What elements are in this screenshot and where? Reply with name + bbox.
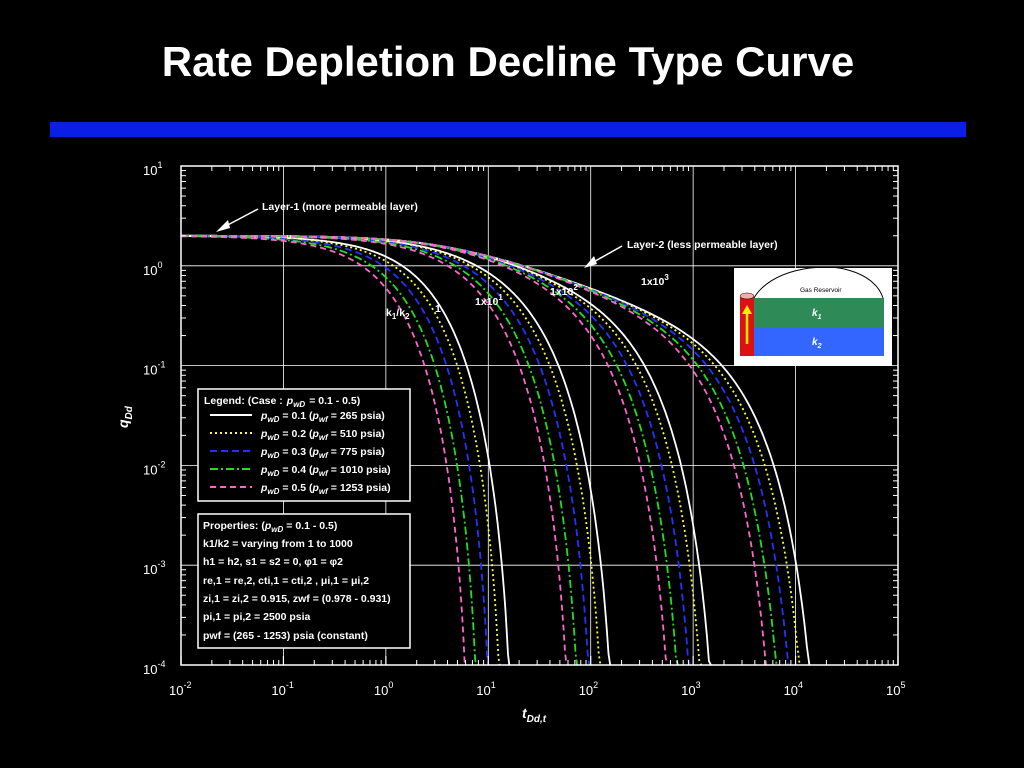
x-axis-title: tDd,t: [522, 705, 547, 725]
family-label-1: 1: [435, 303, 441, 315]
layer2-annotation: Layer-2 (less permeable layer): [584, 239, 778, 268]
legend-entry: pwD = 0.1 (pwf = 265 psia): [260, 410, 385, 424]
curves: [181, 234, 811, 666]
y-tick-label: 10-2: [143, 459, 165, 477]
inset-layer-1: [754, 298, 884, 328]
layer1-annotation: Layer-1 (more permeable layer): [216, 201, 418, 232]
property-line-4: zi,1 = zi,2 = 0.915, zwf = (0.978 - 0.93…: [203, 593, 391, 605]
legend-entry: pwD = 0.3 (pwf = 775 psia): [260, 446, 385, 460]
svg-text:Layer-2 (less permeable layer): Layer-2 (less permeable layer): [627, 239, 778, 251]
reservoir-inset: Gas Reservoir k1 k2: [734, 266, 892, 366]
legend-entry: pwD = 0.2 (pwf = 510 psia): [260, 428, 385, 442]
family-label-100: 1x102: [550, 283, 578, 298]
legend-entries: pwD = 0.1 (pwf = 265 psia) pwD = 0.2 (pwf = 5…: [210, 410, 391, 496]
x-tick-label: 100: [374, 680, 393, 698]
legend: Legend: (Case : pwD = 0.1 - 0.5) pwD = 0.1 …: [197, 388, 411, 502]
property-line-2: h1 = h2, s1 = s2 = 0, φ1 = φ2: [203, 556, 343, 568]
y-tick-label: 100: [143, 260, 162, 278]
legend-entry: pwD = 0.4 (pwf = 1010 psia): [260, 464, 391, 478]
x-tick-label: 104: [784, 680, 803, 698]
curve-family-3-series-4: [181, 234, 767, 666]
property-line-1: k1/k2 = varying from 1 to 1000: [203, 538, 353, 550]
x-tick-label: 103: [681, 680, 700, 698]
y-tick-label: 101: [143, 160, 162, 178]
inset-layer-2: [754, 328, 884, 356]
property-line-3: re,1 = re,2, cti,1 = cti,2 , μi,1 = μi,2: [203, 575, 369, 587]
y-tick-label: 10-4: [143, 659, 165, 677]
x-tick-label: 102: [579, 680, 598, 698]
properties-header: Properties: (pwD = 0.1 - 0.5): [203, 520, 337, 534]
slide-title: Rate Depletion Decline Type Curve: [161, 38, 855, 85]
property-line-5: pi,1 = pi,2 = 2500 psia: [203, 611, 311, 623]
axis-ticks: [180, 166, 899, 665]
curve-family-0-series-3: [181, 235, 478, 666]
family-labels: k1/k2 1 1x101 1x102 1x103: [386, 273, 669, 321]
family-label-1000: 1x103: [641, 273, 669, 288]
inset-label-k2: k2: [812, 337, 822, 350]
legend-entry: pwD = 0.5 (pwf = 1253 psia): [260, 482, 391, 496]
title-accent-bar: [50, 122, 966, 137]
curve-family-0-series-1: [181, 235, 501, 666]
x-tick-label: 10-2: [169, 680, 191, 698]
inset-label-k1: k1: [812, 308, 822, 321]
family-label-10: 1x101: [475, 293, 503, 308]
y-tick-label: 10-3: [143, 559, 165, 577]
svg-text:Layer-1 (more permeable layer): Layer-1 (more permeable layer): [262, 201, 418, 213]
x-tick-label: 10-1: [271, 680, 293, 698]
tick-labels: 10-2 10-1 100 101 102 103 104 105 101 100 10-1 10-2…: [143, 160, 905, 698]
inset-title: Gas Reservoir: [800, 287, 842, 294]
property-line-6: pwf = (265 - 1253) psia (constant): [203, 630, 368, 642]
ratio-label: k1/k2: [386, 307, 410, 321]
x-tick-label: 101: [476, 680, 495, 698]
curve-family-3-series-3: [181, 234, 778, 666]
y-axis-title: qDd: [115, 405, 135, 428]
curve-family-0-series-2: [181, 235, 490, 666]
y-tick-label: 10-1: [143, 360, 165, 378]
legend-header: Legend: (Case : pwD = 0.1 - 0.5): [204, 395, 360, 409]
curve-family-0-series-4: [181, 235, 467, 666]
properties-box: Properties: (pwD = 0.1 - 0.5) k1/k2 = var…: [197, 513, 411, 649]
plot-frame: [180, 165, 899, 666]
x-tick-label: 105: [886, 680, 905, 698]
